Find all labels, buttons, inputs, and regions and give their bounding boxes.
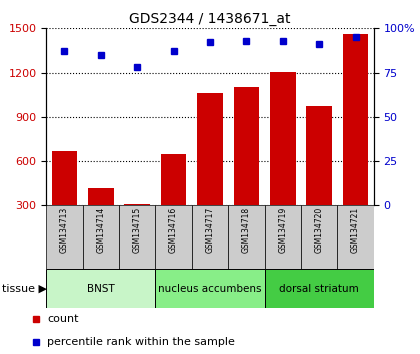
- Bar: [343, 34, 368, 250]
- Text: tissue ▶: tissue ▶: [2, 284, 47, 293]
- Bar: [46, 269, 155, 308]
- Bar: [307, 107, 332, 250]
- Text: GSM134720: GSM134720: [315, 207, 324, 253]
- Bar: [161, 154, 186, 250]
- Bar: [124, 204, 150, 250]
- Text: GSM134716: GSM134716: [169, 207, 178, 253]
- Text: GSM134715: GSM134715: [133, 207, 142, 253]
- Bar: [265, 269, 374, 308]
- Text: GSM134721: GSM134721: [351, 207, 360, 253]
- Bar: [52, 151, 77, 250]
- Text: BNST: BNST: [87, 284, 115, 293]
- Bar: [88, 188, 113, 250]
- Bar: [46, 205, 83, 269]
- Text: GSM134714: GSM134714: [96, 207, 105, 253]
- Text: GSM134718: GSM134718: [242, 207, 251, 253]
- Bar: [301, 205, 337, 269]
- Bar: [337, 205, 374, 269]
- Bar: [197, 93, 223, 250]
- Bar: [155, 269, 265, 308]
- Bar: [83, 205, 119, 269]
- Text: percentile rank within the sample: percentile rank within the sample: [47, 337, 235, 347]
- Text: GSM134713: GSM134713: [60, 207, 69, 253]
- Bar: [234, 87, 259, 250]
- Bar: [265, 205, 301, 269]
- Text: dorsal striatum: dorsal striatum: [279, 284, 359, 293]
- Text: count: count: [47, 314, 79, 324]
- Bar: [119, 205, 155, 269]
- Bar: [270, 72, 296, 250]
- Bar: [192, 205, 228, 269]
- Bar: [155, 205, 192, 269]
- Bar: [228, 205, 265, 269]
- Text: GSM134719: GSM134719: [278, 207, 287, 253]
- Title: GDS2344 / 1438671_at: GDS2344 / 1438671_at: [129, 12, 291, 26]
- Text: nucleus accumbens: nucleus accumbens: [158, 284, 262, 293]
- Text: GSM134717: GSM134717: [205, 207, 215, 253]
